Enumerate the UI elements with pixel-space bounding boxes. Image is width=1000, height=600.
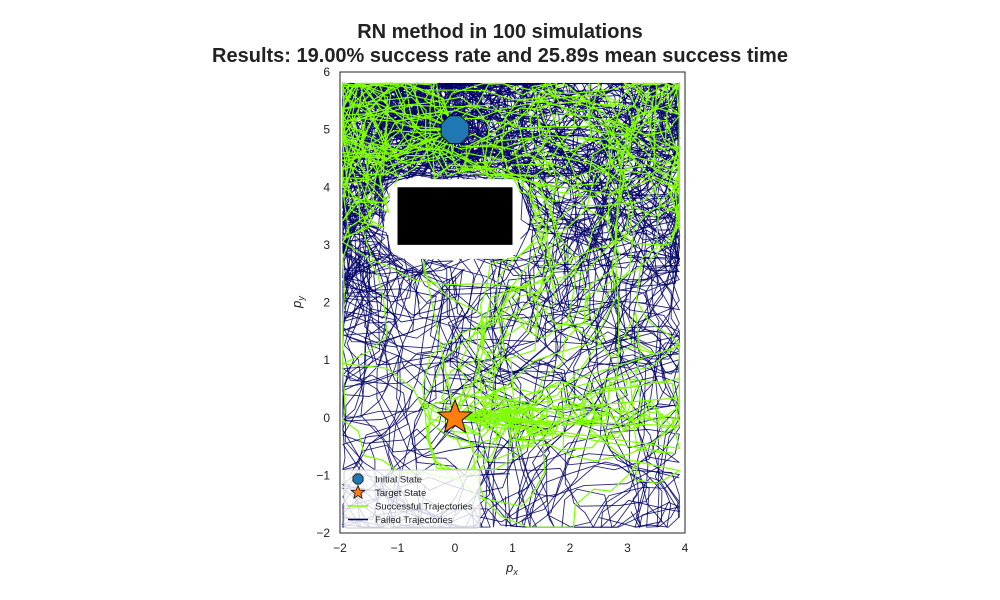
- chart-title-line-1: RN method in 100 simulations: [357, 21, 643, 43]
- successful-trajectory-line: [342, 82, 546, 507]
- y-tick-label: −2: [316, 526, 330, 540]
- successful-trajectory-line: [341, 83, 680, 436]
- chart-title-line-2: Results: 19.00% success rate and 25.89s …: [212, 45, 788, 67]
- y-tick-label: 1: [323, 353, 330, 367]
- failed-trajectory-line: [380, 82, 681, 528]
- successful-trajectory-line: [398, 82, 680, 463]
- successful-trajectory-line: [358, 82, 680, 419]
- x-tick-label: 3: [624, 541, 631, 555]
- y-tick-label: 4: [323, 180, 330, 194]
- x-tick-label: 0: [452, 541, 459, 555]
- y-axis-ticks: −2 −1 0 1 2 3 4 5 6: [316, 65, 330, 540]
- failed-trajectory-line: [342, 82, 681, 344]
- x-tick-label: 4: [682, 541, 689, 555]
- legend-entry-label: Failed Trajectories: [375, 515, 453, 526]
- y-tick-label: 5: [323, 123, 330, 137]
- obstacle: [397, 187, 513, 245]
- failed-trajectory-line: [342, 82, 680, 528]
- x-tick-label: 1: [509, 541, 516, 555]
- legend-initial-state-key: [352, 473, 364, 485]
- y-axis-label-base: p: [289, 301, 304, 309]
- x-axis-label-base: p: [505, 560, 513, 575]
- legend-entry-label: Initial State: [375, 475, 422, 486]
- legend: Initial State Target State Successful Traj…: [343, 469, 481, 529]
- x-tick-label: −2: [333, 541, 347, 555]
- x-tick-label: −1: [391, 541, 405, 555]
- target-state-marker: [436, 398, 474, 434]
- y-tick-label: 0: [323, 411, 330, 425]
- y-tick-label: 2: [323, 296, 330, 310]
- y-axis-label: py: [289, 296, 306, 309]
- x-axis-label: px: [505, 560, 518, 577]
- y-axis-label-subscript: y: [296, 296, 306, 302]
- failed-trajectory-line: [341, 82, 680, 345]
- successful-trajectory-line: [341, 82, 680, 419]
- y-tick-label: −1: [316, 468, 330, 482]
- initial-state-marker: [440, 115, 470, 144]
- x-axis-label-subscript: x: [512, 567, 518, 577]
- y-tick-label: 6: [323, 65, 330, 79]
- successful-trajectory-line: [433, 82, 680, 419]
- failed-trajectory-line: [342, 82, 681, 306]
- legend-entry-label: Target State: [375, 488, 426, 499]
- legend-box: [343, 469, 481, 529]
- successful-trajectory-line: [340, 82, 681, 528]
- y-tick-label: 3: [323, 238, 330, 252]
- legend-entry-label: Successful Trajectories: [375, 502, 473, 513]
- legend-target-state-key: [350, 484, 366, 500]
- x-tick-label: 2: [567, 541, 574, 555]
- successful-trajectories: [340, 81, 682, 528]
- plot-frame: [339, 71, 686, 534]
- successful-trajectory-line: [341, 81, 682, 450]
- failed-trajectory-line: [342, 83, 681, 516]
- x-axis-ticks: −2 −1 0 1 2 3 4: [333, 541, 689, 555]
- successful-trajectory-line: [342, 82, 681, 454]
